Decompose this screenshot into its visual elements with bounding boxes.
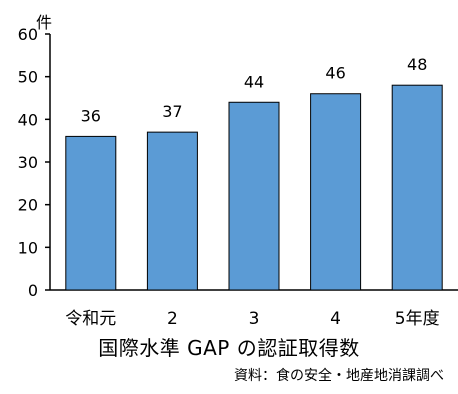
bar-value-label: 46 (325, 64, 345, 83)
bar (146, 131, 198, 291)
y-axis: 0 10 20 30 40 50 60 (18, 25, 51, 300)
bar (228, 101, 280, 291)
bar-value-label: 36 (81, 106, 101, 125)
y-tick-label: 0 (28, 281, 38, 300)
bars (65, 84, 443, 291)
y-tick-label: 60 (18, 25, 38, 44)
source-note: 資料：食の安全・地産地消課調べ (234, 368, 444, 384)
bar-value-label: 44 (244, 72, 264, 91)
chart-title: 国際水準 GAP の認証取得数 (98, 336, 360, 360)
data-labels: 36 37 44 46 48 (81, 55, 428, 125)
bar-value-label: 37 (162, 102, 182, 121)
x-category-label: 5年度 (395, 309, 440, 329)
x-category-label: 2 (167, 309, 178, 329)
x-category-label: 4 (330, 309, 341, 329)
bar-value-label: 48 (407, 55, 427, 74)
y-tick-label: 30 (18, 153, 38, 172)
x-axis: 令和元 2 3 4 5年度 (50, 289, 458, 329)
y-tick-label: 10 (18, 238, 38, 257)
x-category-label: 3 (249, 309, 260, 329)
bar (310, 93, 362, 291)
bar (391, 84, 443, 291)
y-tick-label: 40 (18, 110, 38, 129)
y-tick-label: 50 (18, 68, 38, 87)
y-axis-unit-label: 件 (36, 13, 52, 32)
y-tick-label: 20 (18, 196, 38, 215)
bar (65, 135, 117, 291)
x-category-label: 令和元 (65, 309, 116, 329)
